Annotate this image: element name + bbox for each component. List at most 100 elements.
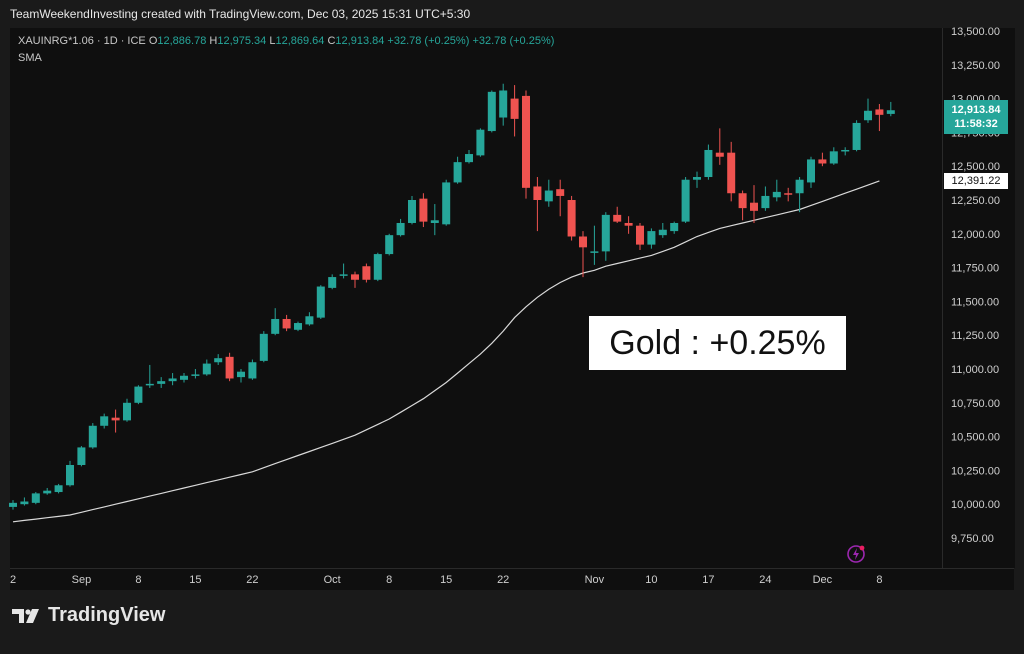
- candle[interactable]: [727, 141, 736, 202]
- candle[interactable]: [750, 185, 758, 223]
- candle[interactable]: [54, 483, 63, 494]
- candle[interactable]: [225, 352, 234, 382]
- candle[interactable]: [738, 190, 747, 221]
- legend-o-label: O: [148, 35, 158, 47]
- candle[interactable]: [134, 385, 143, 405]
- candle[interactable]: [77, 446, 86, 467]
- candle[interactable]: [841, 147, 850, 156]
- candle-body: [818, 159, 827, 164]
- candle[interactable]: [123, 398, 131, 422]
- candle[interactable]: [385, 233, 394, 256]
- candle[interactable]: [282, 314, 291, 332]
- time-axis[interactable]: [10, 568, 1014, 591]
- candle[interactable]: [66, 460, 74, 487]
- candle[interactable]: [487, 90, 496, 133]
- candle[interactable]: [271, 308, 280, 336]
- candle-body: [795, 179, 804, 194]
- price-tick-label: 13,500.00: [951, 26, 1000, 38]
- candle[interactable]: [214, 354, 223, 365]
- candle[interactable]: [818, 152, 827, 167]
- candle[interactable]: [145, 364, 154, 388]
- candle[interactable]: [43, 487, 52, 495]
- candle[interactable]: [248, 359, 257, 380]
- candle[interactable]: [852, 120, 861, 152]
- price-tick-label: 12,250.00: [951, 195, 1000, 207]
- candle[interactable]: [681, 177, 690, 223]
- candle[interactable]: [373, 252, 382, 282]
- candle[interactable]: [259, 331, 268, 363]
- candle[interactable]: [704, 144, 713, 180]
- candle[interactable]: [294, 321, 302, 332]
- candle[interactable]: [88, 423, 97, 449]
- candle[interactable]: [795, 177, 804, 213]
- candle[interactable]: [556, 179, 565, 217]
- candle[interactable]: [886, 101, 895, 117]
- price-tick-label: 9,750.00: [951, 533, 994, 545]
- price-tick-label: 13,250.00: [951, 60, 1000, 72]
- candle[interactable]: [864, 98, 872, 123]
- candle[interactable]: [579, 231, 587, 278]
- candle[interactable]: [191, 369, 200, 379]
- candle[interactable]: [658, 222, 667, 238]
- candle[interactable]: [499, 83, 508, 126]
- candle[interactable]: [636, 222, 644, 251]
- candle[interactable]: [829, 147, 838, 165]
- candle[interactable]: [510, 85, 519, 137]
- candle[interactable]: [419, 193, 428, 228]
- candle[interactable]: [157, 377, 166, 388]
- candle[interactable]: [339, 263, 348, 279]
- candle[interactable]: [408, 195, 416, 225]
- candle[interactable]: [31, 492, 40, 505]
- candle[interactable]: [567, 195, 576, 241]
- legend-sma[interactable]: SMA: [18, 52, 42, 64]
- candle-body: [442, 182, 451, 225]
- candle[interactable]: [624, 216, 633, 234]
- candle[interactable]: [430, 204, 439, 236]
- candle[interactable]: [202, 359, 211, 376]
- candle[interactable]: [9, 500, 17, 510]
- last-price-badge: 12,913.84 11:58:32: [944, 100, 1008, 134]
- legend-high: 12,975.34: [217, 35, 267, 47]
- candle[interactable]: [237, 369, 245, 383]
- candle[interactable]: [328, 274, 337, 290]
- candle[interactable]: [784, 187, 793, 202]
- lightning-icon[interactable]: [846, 544, 866, 564]
- candle-body: [886, 110, 895, 114]
- candle[interactable]: [533, 177, 542, 232]
- sma-line[interactable]: [12, 180, 880, 523]
- candle[interactable]: [590, 225, 599, 265]
- candle[interactable]: [715, 128, 724, 165]
- chart-panel[interactable]: [10, 28, 942, 568]
- candle[interactable]: [465, 149, 473, 164]
- candle[interactable]: [100, 413, 109, 429]
- time-tick-label: Dec: [813, 574, 833, 586]
- candle[interactable]: [522, 90, 530, 199]
- candle[interactable]: [305, 312, 314, 326]
- candle[interactable]: [396, 218, 405, 237]
- candle[interactable]: [442, 179, 451, 226]
- candle[interactable]: [168, 373, 177, 386]
- candle-body: [544, 190, 553, 202]
- candle[interactable]: [111, 409, 120, 433]
- candle[interactable]: [316, 285, 325, 319]
- price-tick-label: 11,000.00: [951, 364, 999, 376]
- candle-body: [567, 200, 576, 237]
- candle[interactable]: [351, 271, 359, 288]
- candle[interactable]: [807, 156, 815, 188]
- candle[interactable]: [647, 228, 656, 249]
- candle[interactable]: [180, 373, 188, 383]
- candle[interactable]: [693, 171, 701, 188]
- candle[interactable]: [613, 206, 622, 223]
- candle[interactable]: [544, 179, 553, 207]
- tradingview-logo[interactable]: TradingView: [12, 604, 165, 627]
- candle[interactable]: [875, 104, 884, 132]
- candle[interactable]: [761, 186, 770, 211]
- candle[interactable]: [20, 497, 29, 506]
- price-tick-label: 10,000.00: [951, 499, 1000, 511]
- candle[interactable]: [476, 128, 485, 157]
- candle[interactable]: [601, 212, 610, 261]
- candle[interactable]: [362, 263, 371, 283]
- candle[interactable]: [453, 156, 462, 184]
- candle[interactable]: [772, 179, 781, 202]
- candle[interactable]: [670, 221, 679, 234]
